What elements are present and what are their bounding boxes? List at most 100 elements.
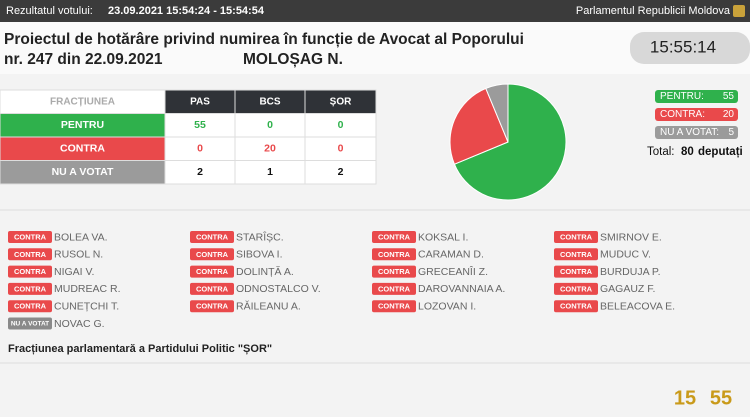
- vote-badge: [372, 300, 416, 313]
- vote-badge-label: CONTRA: [196, 284, 229, 293]
- total-value: 80: [681, 146, 694, 158]
- deputy-name: KOKSAL I.: [418, 231, 468, 243]
- deputy-name: SMIRNOV E.: [600, 231, 662, 243]
- vote-badge: [372, 282, 416, 295]
- vote-badge: [8, 300, 52, 313]
- table-value: 0: [338, 143, 344, 155]
- deputy-name: MUDREAC R.: [54, 283, 121, 295]
- table-value: 1: [267, 166, 273, 178]
- table-value: 2: [197, 166, 203, 178]
- top-bar: [0, 0, 750, 22]
- vote-badge-label: CONTRA: [196, 232, 229, 241]
- vote-badge: [372, 265, 416, 278]
- table-row-label: NU A VOTAT: [52, 166, 114, 178]
- vote-badge: [554, 265, 598, 278]
- faction-label: Fracțiunea parlamentară a Partidului Pol…: [8, 343, 272, 355]
- parliament-name: Parlamentul Republicii Moldova: [576, 5, 731, 17]
- vote-badge-label: CONTRA: [196, 267, 229, 276]
- vote-badge-label: CONTRA: [378, 284, 411, 293]
- clock-box: [630, 32, 750, 64]
- vote-badge: [8, 231, 52, 243]
- vote-badge-label: CONTRA: [560, 232, 593, 241]
- deputy-name: STARÎȘC.: [236, 230, 284, 243]
- legend-badge: [655, 126, 738, 139]
- deputy-name: SIBOVA I.: [236, 249, 283, 261]
- deputy-name: GAGAUZ F.: [600, 283, 655, 295]
- vote-badge: [372, 248, 416, 261]
- deputy-name: BURDUJA P.: [600, 266, 661, 278]
- deputy-name: DAROVANNAIA A.: [418, 283, 505, 295]
- table-value: 20: [264, 143, 276, 155]
- deputy-name: MUDUC V.: [600, 249, 651, 261]
- deputy-name: CARAMAN D.: [418, 249, 484, 261]
- vote-badge: [554, 282, 598, 295]
- vote-badge-label: CONTRA: [560, 302, 593, 311]
- vote-badge-label: CONTRA: [196, 302, 229, 311]
- vote-badge: [190, 282, 234, 295]
- table-cell: [304, 160, 377, 185]
- pie-slice: [485, 83, 509, 143]
- deputy-name: ODNOSTALCO V.: [236, 283, 321, 295]
- legend-label: NU A VOTAT:: [660, 127, 719, 138]
- legend-label: PENTRU:: [660, 91, 704, 102]
- total-unit: deputați: [698, 146, 743, 158]
- deputy-name: RĂILEANU A.: [236, 299, 301, 312]
- result-time: 23.09.2021 15:54:24 - 15:54:54: [108, 5, 265, 17]
- legend-label: CONTRA:: [660, 109, 705, 120]
- deputy-name: NOVAC G.: [54, 318, 105, 330]
- table-header: BCS: [259, 96, 280, 107]
- result-label: Rezultatul votului:: [6, 5, 93, 17]
- legend-badge: [655, 108, 738, 121]
- vote-badge-label: CONTRA: [196, 250, 229, 259]
- table-value: 0: [267, 119, 273, 131]
- vote-badge-label: CONTRA: [378, 302, 411, 311]
- vote-badge: [190, 248, 234, 261]
- vote-badge-label: CONTRA: [14, 284, 47, 293]
- table-row-label: CONTRA: [60, 143, 105, 155]
- vote-badge-label: CONTRA: [14, 250, 47, 259]
- table-header: FRACȚIUNEA: [50, 96, 115, 107]
- vote-badge: [8, 265, 52, 278]
- vote-badge-label: CONTRA: [14, 232, 47, 241]
- vote-badge: [372, 231, 416, 243]
- legend-badge: [655, 90, 738, 103]
- vote-badge-label: CONTRA: [378, 232, 411, 241]
- vote-badge-label: CONTRA: [560, 250, 593, 259]
- footer-minute: 55: [710, 387, 732, 409]
- vote-badge: [8, 317, 52, 330]
- vote-badge: [554, 231, 598, 243]
- vote-badge: [8, 248, 52, 261]
- vote-badge: [554, 248, 598, 261]
- legend-value: 55: [723, 91, 735, 102]
- vote-badge: [554, 300, 598, 313]
- table-value: 2: [338, 166, 344, 178]
- emblem: [733, 5, 745, 17]
- vote-badge: [8, 282, 52, 295]
- table-value: 0: [338, 119, 344, 131]
- vote-badge: [190, 265, 234, 278]
- deputy-name: RUSOL N.: [54, 249, 103, 261]
- vote-badge-label: CONTRA: [378, 267, 411, 276]
- title-line1: Proiectul de hotărâre privind numirea în…: [4, 31, 524, 48]
- deputy-name: BELEACOVA E.: [600, 300, 675, 312]
- deputy-name: NIGAI V.: [54, 266, 94, 278]
- title-area: [0, 22, 750, 74]
- vote-badge-label: CONTRA: [14, 267, 47, 276]
- vote-badge-label: CONTRA: [560, 284, 593, 293]
- clock: 15:55:14: [650, 37, 716, 56]
- table-value: 55: [194, 119, 206, 131]
- vote-badge-label: CONTRA: [560, 267, 593, 276]
- vote-badge-label: NU A VOTAT: [11, 321, 49, 328]
- vote-badge-label: CONTRA: [14, 302, 47, 311]
- deputy-name: CUNEȚCHI T.: [54, 300, 119, 312]
- deputy-name: GRECEANÎI Z.: [418, 265, 488, 278]
- table-value: 0: [197, 143, 203, 155]
- deputy-name: LOZOVAN I.: [418, 300, 476, 312]
- deputy-name: DOLINȚĂ A.: [236, 265, 294, 278]
- candidate-name: MOLOȘAG N.: [243, 51, 343, 68]
- legend-value: 5: [728, 127, 734, 138]
- vote-badge-label: CONTRA: [378, 250, 411, 259]
- title-line2: nr. 247 din 22.09.2021: [4, 51, 163, 68]
- table-header: PAS: [190, 96, 210, 107]
